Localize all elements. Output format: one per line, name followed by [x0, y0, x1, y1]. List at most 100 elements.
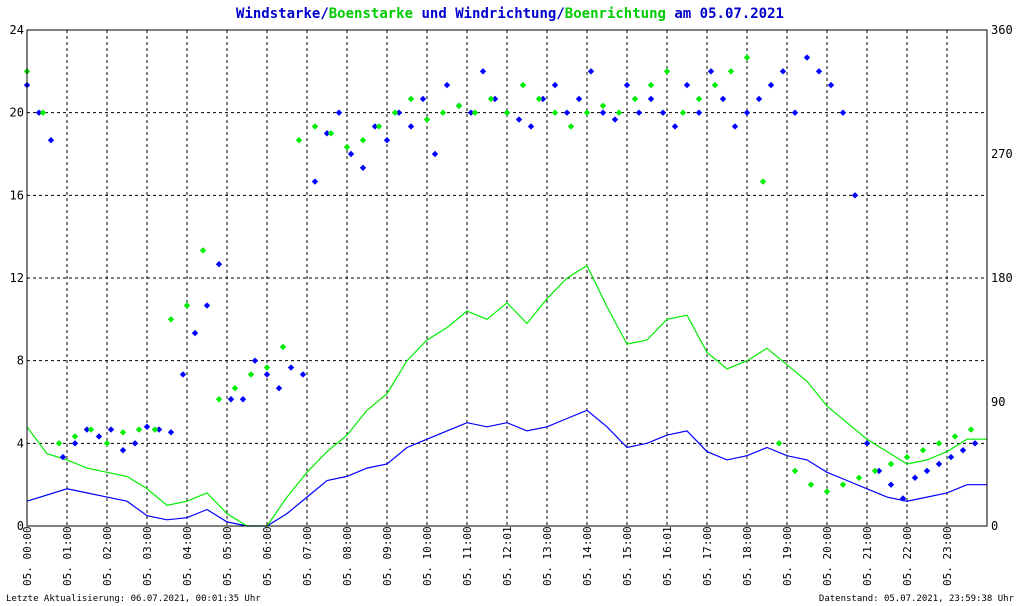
- y-right-tick-label: 360: [991, 23, 1013, 37]
- point-windrichtung: [863, 440, 871, 447]
- point-windrichtung: [167, 429, 175, 436]
- point-boenrichtung: [903, 453, 911, 461]
- point-boenrichtung: [743, 54, 751, 61]
- point-windrichtung: [563, 109, 571, 116]
- point-boenrichtung: [71, 433, 79, 440]
- point-boenrichtung: [535, 95, 543, 103]
- chart-title: Windstarke/Boenstarke und Windrichtung/B…: [236, 6, 784, 22]
- point-windrichtung: [575, 95, 583, 103]
- point-boenrichtung: [855, 474, 863, 481]
- grid: [27, 30, 987, 526]
- point-windrichtung: [155, 426, 163, 433]
- x-tick-label: 05. 08:00: [341, 526, 354, 586]
- point-windrichtung: [179, 371, 187, 378]
- point-windrichtung: [959, 447, 967, 454]
- point-boenrichtung: [359, 137, 367, 144]
- point-windrichtung: [911, 474, 919, 481]
- point-windrichtung: [119, 447, 127, 454]
- y-left-tick-label: 12: [10, 271, 24, 285]
- series-line-boenstarke: [26, 264, 987, 527]
- point-boenrichtung: [599, 102, 607, 109]
- point-windrichtung: [947, 453, 955, 461]
- x-tick-label: 05. 03:00: [141, 526, 154, 586]
- point-windrichtung: [47, 137, 55, 144]
- y-right-tick-label: 270: [991, 147, 1013, 161]
- point-windrichtung: [431, 150, 439, 158]
- title-gust-direction: Boenrichtung: [565, 6, 666, 22]
- point-boenrichtung: [967, 426, 975, 433]
- y-left-tick-label: 8: [17, 354, 24, 368]
- point-windrichtung: [443, 81, 451, 89]
- point-boenrichtung: [263, 364, 271, 371]
- point-windrichtung: [71, 440, 79, 447]
- x-tick-label: 05. 00:00: [21, 526, 34, 586]
- point-windrichtung: [791, 109, 799, 116]
- point-boenrichtung: [839, 481, 847, 488]
- footer-right: Datenstand: 05.07.2021, 23:59:38 Uhr: [819, 594, 1015, 604]
- point-windrichtung: [95, 433, 103, 440]
- point-windrichtung: [515, 116, 523, 123]
- point-boenrichtung: [455, 102, 463, 109]
- point-boenrichtung: [551, 109, 559, 116]
- point-windrichtung: [383, 137, 391, 144]
- point-windrichtung: [371, 123, 379, 130]
- point-windrichtung: [731, 123, 739, 130]
- x-tick-label: 05. 21:00: [861, 526, 874, 586]
- point-windrichtung: [527, 123, 535, 130]
- point-boenrichtung: [583, 109, 591, 116]
- point-boenrichtung: [119, 429, 127, 436]
- x-tick-label: 05. 07:00: [301, 526, 314, 586]
- point-boenrichtung: [151, 426, 159, 433]
- point-boenrichtung: [615, 109, 623, 116]
- point-windrichtung: [359, 164, 367, 171]
- point-boenrichtung: [807, 481, 815, 488]
- point-windrichtung: [323, 130, 331, 137]
- point-boenrichtung: [295, 137, 303, 144]
- point-windrichtung: [215, 261, 223, 268]
- point-boenrichtung: [423, 116, 431, 123]
- x-tick-label: 05. 09:00: [381, 526, 394, 586]
- point-windrichtung: [815, 68, 823, 75]
- point-boenrichtung: [503, 109, 511, 116]
- point-windrichtung: [887, 481, 895, 488]
- point-windrichtung: [59, 453, 67, 461]
- point-boenrichtung: [727, 68, 735, 75]
- point-windrichtung: [551, 81, 559, 89]
- point-windrichtung: [647, 95, 655, 103]
- x-axis-labels: 05. 00:00 05. 01:00 05. 02:00 05. 03:00 05. …: [21, 526, 954, 586]
- point-windrichtung: [587, 68, 595, 75]
- point-boenrichtung: [135, 426, 143, 433]
- x-tick-label: 05. 22:00: [901, 526, 914, 586]
- point-boenrichtung: [279, 343, 287, 351]
- point-windrichtung: [275, 385, 283, 392]
- x-tick-label: 05. 23:00: [941, 526, 954, 586]
- x-tick-label: 05. 18:00: [741, 526, 754, 586]
- point-boenrichtung: [39, 109, 47, 116]
- point-boenrichtung: [567, 123, 575, 130]
- title-gust: Boenstarke: [329, 6, 413, 22]
- point-windrichtung: [599, 109, 607, 116]
- y-left-tick-label: 20: [10, 106, 24, 120]
- title-wind: Windstarke: [236, 6, 320, 22]
- point-windrichtung: [83, 426, 91, 433]
- point-boenrichtung: [391, 109, 399, 116]
- point-boenrichtung: [679, 109, 687, 116]
- point-windrichtung: [395, 109, 403, 116]
- point-boenrichtung: [199, 247, 207, 254]
- point-windrichtung: [311, 178, 319, 185]
- x-tick-label: 05. 04:00: [181, 526, 194, 586]
- point-windrichtung: [467, 109, 475, 116]
- point-boenrichtung: [935, 440, 943, 447]
- point-boenrichtung: [167, 316, 175, 323]
- title-sep2: /: [556, 6, 564, 22]
- point-windrichtung: [695, 109, 703, 116]
- x-tick-label: 05. 15:00: [621, 526, 634, 586]
- x-tick-label: 05. 20:00: [821, 526, 834, 586]
- plot-frame: [26, 29, 988, 527]
- point-windrichtung: [491, 95, 499, 103]
- x-tick-label: 05. 06:00: [261, 526, 274, 586]
- title-direction: Windrichtung: [455, 6, 556, 22]
- x-tick-label: 05. 19:00: [781, 526, 794, 586]
- point-windrichtung: [851, 192, 859, 199]
- point-windrichtung: [659, 109, 667, 116]
